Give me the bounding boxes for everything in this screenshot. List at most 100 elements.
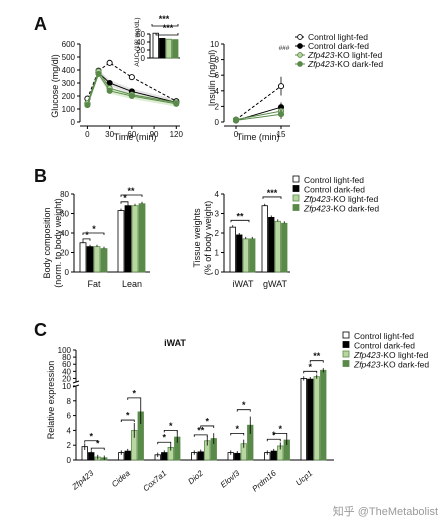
iwat-sig: * <box>96 439 100 449</box>
glucose-y-tick-label: 500 <box>62 53 76 62</box>
glucose-point <box>128 74 135 81</box>
iwat-category: Ucp1 <box>294 469 314 488</box>
insulin-chart: Insulin (ng/ml) Time (min) 0 2 4 6 8 10 0 15 ##… <box>207 40 290 142</box>
iwat-sig-bracket <box>309 360 324 363</box>
tissue-bar <box>229 226 236 273</box>
glucose-y-tick-label: 0 <box>71 118 76 127</box>
iwat-axis-break <box>72 380 80 384</box>
legend-c-swatch <box>342 350 350 358</box>
glucose-chart: Glucose (mg/dl) Time (min) 0100200300400… <box>50 40 184 142</box>
iwat-y-tick-label: 0 <box>67 456 72 465</box>
bodycomp-bar <box>138 203 146 273</box>
iwat-sig: * <box>162 433 166 443</box>
tissue-ylabel-line1: Tissue weights <box>192 208 202 268</box>
iwat-category: Dio2 <box>186 468 205 486</box>
insulin-x-tick-label: 0 <box>234 130 239 139</box>
insulin-sig: ### <box>279 45 290 52</box>
iwat-sig: * <box>308 362 312 372</box>
insulin-line-2 <box>235 110 282 121</box>
tissue-y-tick-label: 1 <box>215 249 220 258</box>
tissue-bar <box>281 222 288 273</box>
iwat-sig-bracket <box>266 438 281 442</box>
legend-a-label: Zfp423-KO dark-fed <box>307 59 383 69</box>
insulin-point <box>232 117 240 124</box>
legend-b-label: Zfp423-KO dark-fed <box>303 204 379 214</box>
insulin-x-tick-label: 15 <box>277 130 286 139</box>
iwat-sig: * <box>126 411 130 421</box>
insulin-point <box>277 83 285 90</box>
tissue-bar <box>274 220 281 273</box>
iwat-sig-bracket <box>157 441 172 445</box>
iwat-sig: * <box>169 421 173 431</box>
auc-bar-1 <box>159 38 166 59</box>
legend-b-swatch <box>292 194 300 202</box>
insulin-point <box>277 111 285 118</box>
glucose-point <box>173 100 180 107</box>
glucose-point <box>128 92 135 100</box>
glucose-y-tick-label: 300 <box>62 79 76 88</box>
auc-y-tick-label: 40 <box>136 38 145 47</box>
legend-a-marker <box>297 34 303 40</box>
iwat-expression-chart: iWAT Relative expression 0 2 4 6 8 1020406080… <box>46 338 334 494</box>
iwat-sig: * <box>278 424 282 434</box>
bodycomp-sig-bracket <box>120 201 129 204</box>
tissue-y-tick-label: 3 <box>215 210 220 219</box>
glucose-x-tick-label: 90 <box>150 130 159 139</box>
bodycomp-bar <box>124 205 132 273</box>
auc-bar-2 <box>165 38 172 59</box>
tissue-y-tick-label: 2 <box>215 229 220 238</box>
tissue-bar <box>236 234 243 273</box>
iwat-sig-bracket <box>84 440 99 443</box>
iwat-sig-bracket <box>127 397 142 400</box>
insulin-y-tick-label: 2 <box>215 102 220 111</box>
iwat-category: Elovl3 <box>219 468 242 489</box>
auc-sig-2: *** <box>163 23 174 33</box>
legend-a-label: Control dark-fed <box>308 41 369 51</box>
insulin-y-tick-label: 0 <box>215 118 220 127</box>
insulin-y-tick-label: 10 <box>210 40 219 49</box>
bodycomp-category: Fat <box>87 279 101 289</box>
glucose-x-tick-label: 30 <box>105 130 114 139</box>
iwat-sig-bracket <box>273 432 288 436</box>
bodycomp-sig-bracket <box>82 238 91 241</box>
glucose-y-tick-label: 600 <box>62 40 76 49</box>
glucose-line-0 <box>86 62 177 102</box>
insulin-line-0 <box>235 85 282 121</box>
iwat-category: Cidea <box>110 468 132 489</box>
iwat-sig: * <box>205 416 209 426</box>
bodycomp-sig: * <box>92 224 96 234</box>
iwat-y-tick-label: 40 <box>62 367 71 376</box>
bodycomp-y-tick-label: 20 <box>60 249 69 258</box>
panel-letter-a: A <box>34 14 47 34</box>
iwat-ylabel: Relative expression <box>46 361 56 440</box>
iwat-y-tick-label: 4 <box>67 426 72 435</box>
tissue-bar <box>249 238 256 273</box>
legend-c-label: Zfp423-KO dark-fed <box>353 360 429 370</box>
bodycomp-y-tick-label: 0 <box>65 268 70 277</box>
legend-b-label: Control light-fed <box>304 175 364 185</box>
legend-b-swatch <box>292 175 300 183</box>
auc-y-tick-label: 0 <box>141 54 146 63</box>
legend-a-marker <box>297 61 303 67</box>
bodycomp-sig: ** <box>127 186 135 196</box>
iwat-title: iWAT <box>164 338 186 348</box>
glucose-xlabel: Time (min) <box>114 132 157 142</box>
bodycomp-bar <box>100 248 108 273</box>
auc-y-tick-label: 60 <box>136 30 145 39</box>
legend-a-label: Control light-fed <box>308 32 368 42</box>
glucose-point <box>95 70 102 77</box>
iwat-sig: * <box>242 400 246 410</box>
tissue-category: gWAT <box>263 279 288 289</box>
iwat-category: Prdm16 <box>251 468 279 493</box>
glucose-x-tick-label: 120 <box>170 130 184 139</box>
glucose-y-tick-label: 200 <box>62 92 76 101</box>
bodycomp-sig-bracket <box>120 194 143 197</box>
insulin-ylabel: Insulin (ng/ml) <box>207 50 217 107</box>
auc-bar-0 <box>152 32 159 59</box>
watermark: 知乎 @TheMetabolist <box>333 504 438 518</box>
tissue-y-tick-label: 0 <box>215 268 220 277</box>
auc-y-tick-label: 20 <box>136 46 145 55</box>
